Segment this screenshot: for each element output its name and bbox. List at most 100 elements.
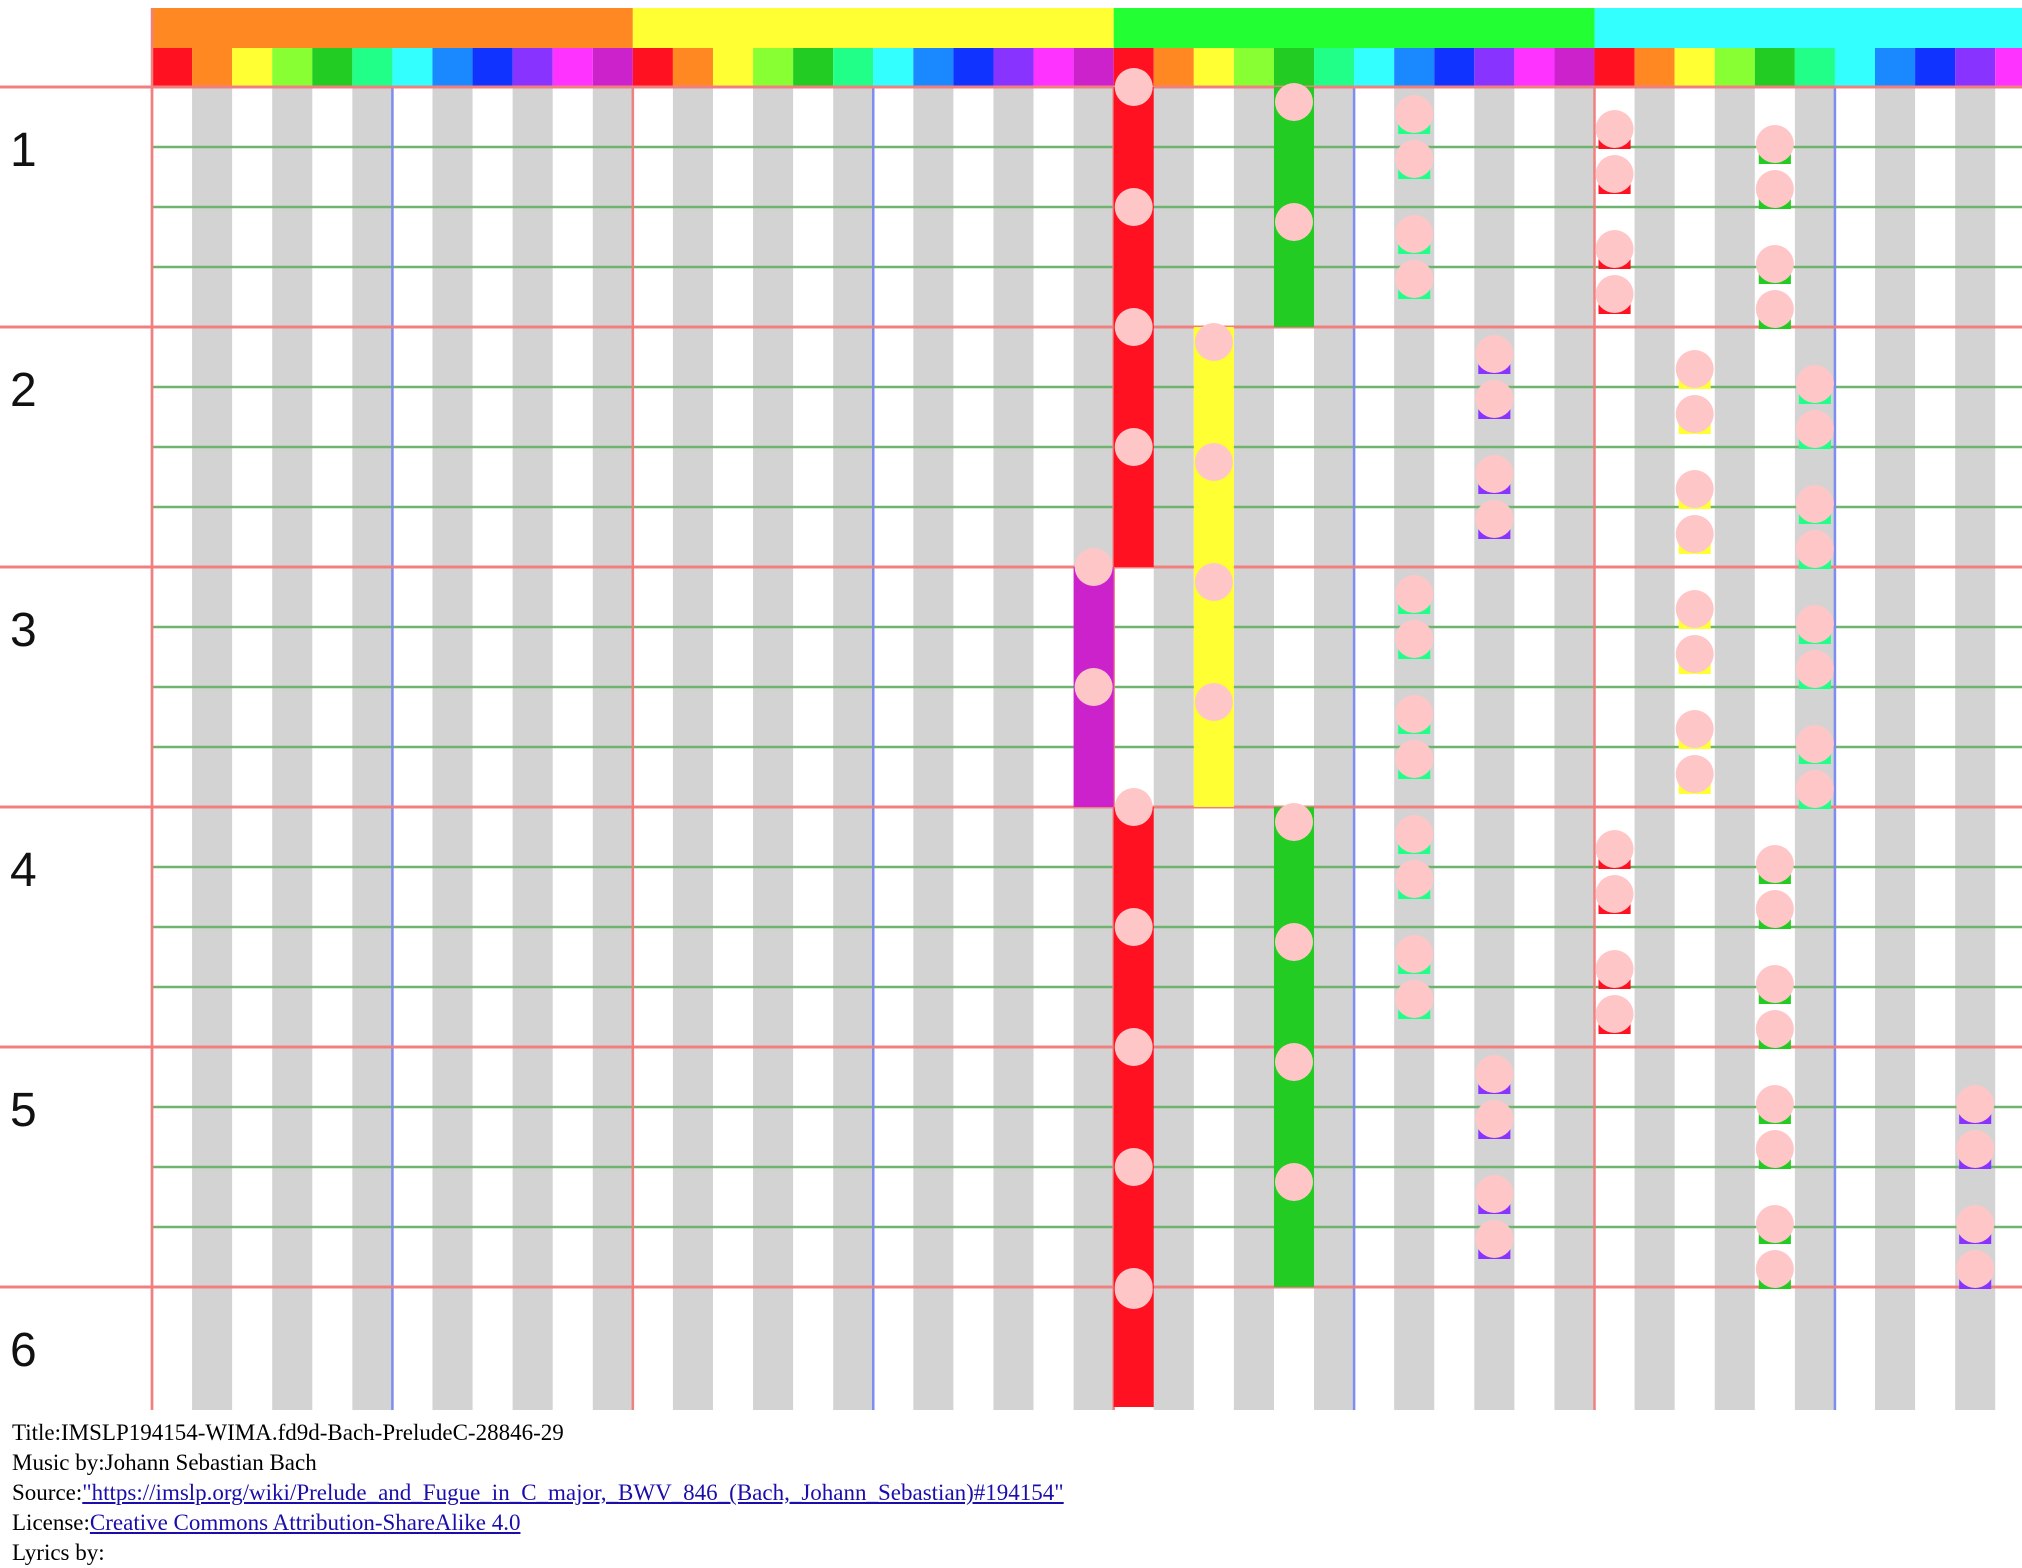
pitch-header-cell (753, 48, 794, 87)
pitch-header-cell (1915, 48, 1956, 87)
source-link[interactable]: "https://imslp.org/wiki/Prelude_and_Fugu… (82, 1480, 1064, 1505)
pitch-header-cell (272, 48, 313, 87)
note-head (1395, 740, 1434, 778)
license-row: License:Creative Commons Attribution-Sha… (12, 1508, 2012, 1538)
note-head (1675, 470, 1714, 508)
note-head (1755, 1250, 1794, 1288)
note-head (1956, 1130, 1995, 1168)
source-label: Source: (12, 1480, 83, 1505)
note-head (1675, 755, 1714, 793)
measure-label: 1 (10, 124, 37, 177)
note-head (1595, 995, 1634, 1033)
note-head (1274, 83, 1313, 121)
piano-roll[interactable] (0, 0, 2022, 1410)
pitch-header-cell (712, 48, 754, 87)
note-head (1675, 635, 1714, 673)
top-toolbar-strip (0, 0, 2022, 8)
measure-label: 4 (10, 844, 37, 897)
piano-roll-viewport[interactable]: 1 2 3 4 5 6 (0, 0, 2022, 1410)
composer-label: Music by: (12, 1450, 105, 1475)
note-head (1274, 1163, 1313, 1201)
measure-label: 6 (10, 1324, 37, 1377)
note-head (1114, 1271, 1153, 1309)
grid-column (192, 87, 233, 1410)
pitch-header-cell (993, 48, 1034, 87)
pitch-header-cell (793, 48, 834, 87)
measure-label: 2 (10, 364, 37, 417)
note-head (1475, 380, 1514, 418)
note-head (1395, 695, 1434, 733)
note-head (1595, 110, 1634, 148)
pitch-header-cell (1554, 48, 1595, 87)
note-head (1395, 620, 1434, 658)
note-head (1675, 395, 1714, 433)
note-head (1795, 725, 1834, 763)
note-head (1475, 1055, 1514, 1093)
note-head (1755, 170, 1794, 208)
grid-column (1554, 87, 1595, 1410)
pitch-header-cell (512, 48, 553, 87)
note-head (1114, 788, 1153, 826)
octave-header (1113, 8, 1595, 48)
grid-column (1153, 87, 1194, 1410)
pitch-header-cell (1995, 48, 2022, 87)
pitch-header-cell (833, 48, 874, 87)
note-head (1475, 500, 1514, 538)
note-head (1114, 308, 1153, 346)
lyrics-row: Lyrics by: (12, 1538, 2012, 1568)
note-head (1114, 1028, 1153, 1066)
note-head (1795, 650, 1834, 688)
grid-column (272, 87, 313, 1410)
note-head (1755, 1085, 1794, 1123)
note-head (1194, 563, 1233, 601)
octave-header (632, 8, 1114, 48)
composer-row: Music by:Johann Sebastian Bach (12, 1448, 2012, 1478)
note-head (1595, 155, 1634, 193)
note-head (1475, 1220, 1514, 1258)
pitch-header-cell (1474, 48, 1515, 87)
note-head (1395, 860, 1434, 898)
pitch-header-cell (1514, 48, 1555, 87)
pitch-header-cell (1394, 48, 1435, 87)
grid-column (1875, 87, 1916, 1410)
pitch-header-cell (1714, 48, 1755, 87)
pitch-header-cell (1794, 48, 1835, 87)
pitch-header-cell (1314, 48, 1355, 87)
pitch-header-cell (672, 48, 713, 87)
note-head (1755, 1130, 1794, 1168)
note-head (1795, 365, 1834, 403)
lyrics-label: Lyrics by: (12, 1540, 105, 1565)
grid-column (913, 87, 954, 1410)
note-head (1475, 1100, 1514, 1138)
pitch-header-cell (1754, 48, 1795, 87)
note-head (1395, 260, 1434, 298)
pitch-header-cell (232, 48, 273, 87)
pitch-header-cell (552, 48, 593, 87)
pitch-header-cell (1834, 48, 1876, 87)
note-head (1755, 125, 1794, 163)
note-head (1755, 245, 1794, 283)
note-head (1755, 290, 1794, 328)
note-head (1395, 815, 1434, 853)
grid-column (753, 87, 794, 1410)
note-head (1795, 605, 1834, 643)
pitch-header-cell (1634, 48, 1675, 87)
license-label: License: (12, 1510, 90, 1535)
pitch-header-cell (1193, 48, 1234, 87)
note-head (1675, 590, 1714, 628)
grid-column (592, 87, 633, 1410)
note-head (1675, 515, 1714, 553)
octave-header (152, 8, 633, 48)
grid-column (1714, 87, 1755, 1410)
note-head (1795, 530, 1834, 568)
note-head (1755, 845, 1794, 883)
note-head (1194, 323, 1233, 361)
note-head (1595, 230, 1634, 268)
note-head (1595, 275, 1634, 313)
license-link[interactable]: Creative Commons Attribution-ShareAlike … (89, 1510, 521, 1535)
grid-column (1955, 87, 1996, 1410)
pitch-header-cell (152, 48, 193, 87)
note-head (1475, 335, 1514, 373)
note-head (1755, 1010, 1794, 1048)
pitch-header-cell (1233, 48, 1274, 87)
